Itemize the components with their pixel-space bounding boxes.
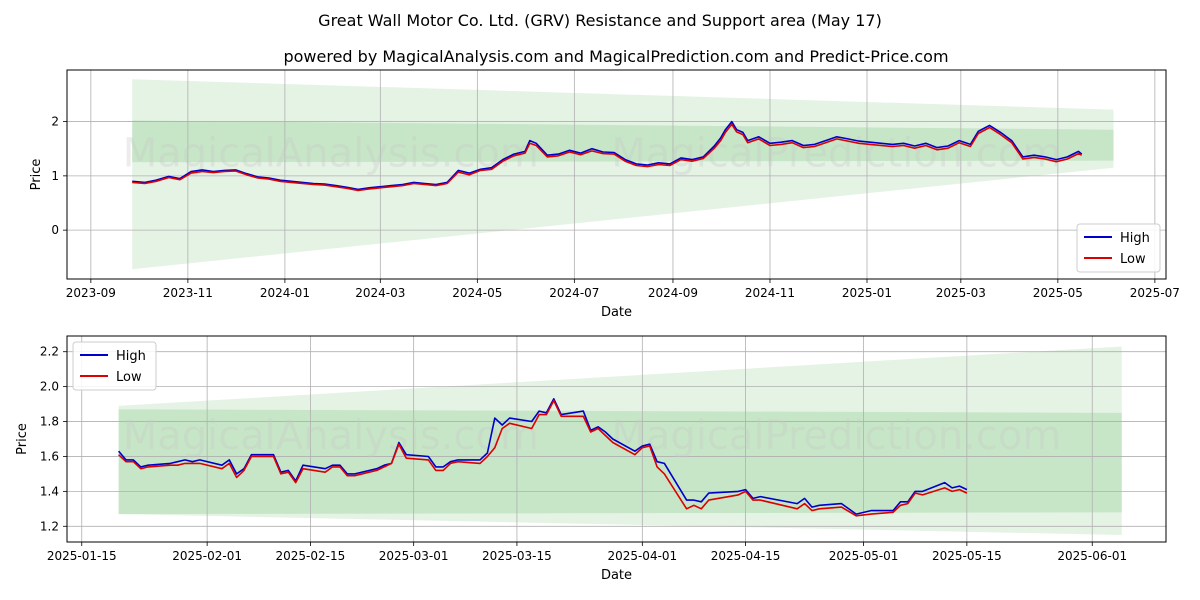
y-tick-label: 1: [51, 169, 59, 183]
x-tick-label: 2025-06-01: [1057, 549, 1127, 563]
y-tick-label: 2: [51, 115, 59, 129]
x-tick-label: 2023-09: [66, 286, 116, 300]
y-tick-label: 0: [51, 223, 59, 237]
y-tick-label: 1.4: [40, 484, 59, 498]
x-tick-label: 2025-01-15: [47, 549, 117, 563]
chart-panel-2: 2025-01-15 2025-02-01 2025-02-15 2025-03-01…: [15, 335, 1167, 583]
y-tick-label: 2.2: [40, 345, 59, 359]
x-tick-label: 2024-09: [648, 286, 698, 300]
series-line-low: [132, 123, 1083, 192]
y-tick-label: 1.8: [40, 415, 59, 429]
x-tick-label: 2025-04-15: [711, 549, 781, 563]
x-tick-label: 2024-11: [745, 286, 795, 300]
chart-panel-1: 2023-09 2023-11 2024-01 2024-03 2024-05 2024-…: [29, 69, 1180, 320]
x-tick-label: 2025-05-01: [829, 549, 899, 563]
x-tick-label: 2025-07: [1130, 286, 1180, 300]
x-tick-label: 2025-05-15: [932, 549, 1002, 563]
y-tick-label: 1.2: [40, 519, 59, 533]
legend-label-high: High: [116, 349, 146, 364]
legend: High Low: [1076, 223, 1161, 273]
legend-label-low: Low: [116, 370, 142, 385]
x-tick-label: 2025-02-15: [276, 549, 346, 563]
band-inner-area: [118, 409, 1122, 515]
series-line-low: [118, 399, 968, 517]
plot-frame: [66, 335, 1167, 543]
band-outer-area: [132, 79, 1114, 270]
y-axis-label: Price: [15, 423, 30, 455]
plot-frame: [66, 69, 1167, 280]
x-tick-label: 2024-01: [260, 286, 310, 300]
x-tick-label: 2025-04-01: [607, 549, 677, 563]
chart-subtitle: powered by MagicalAnalysis.com and Magic…: [283, 47, 948, 66]
x-tick-label: 2024-07: [549, 286, 599, 300]
legend: High Low: [72, 341, 157, 391]
band-inner-area: [132, 120, 1114, 163]
y-tick-label: 2.0: [40, 380, 59, 394]
x-tick-label: 2025-02-01: [172, 549, 242, 563]
x-tick-label: 2025-03: [936, 286, 986, 300]
x-tick-label: 2025-01: [842, 286, 892, 300]
x-tick-label: 2025-03-01: [379, 549, 449, 563]
watermark-text: MagicalPrediction.com: [611, 413, 1061, 459]
x-tick-label: 2025-05: [1033, 286, 1083, 300]
x-axis-label: Date: [601, 305, 632, 320]
x-tick-label: 2025-03-15: [482, 549, 552, 563]
watermark-text: MagicalAnalysis.com: [123, 413, 539, 459]
x-tick-label: 2023-11: [163, 286, 213, 300]
band-outer-area: [118, 346, 1122, 536]
y-axis-label: Price: [29, 159, 44, 191]
chart-title: Great Wall Motor Co. Ltd. (GRV) Resistan…: [318, 11, 882, 30]
x-axis-label: Date: [601, 568, 632, 583]
legend-label-high: High: [1120, 231, 1150, 246]
watermark-text: MagicalPrediction.com: [611, 131, 1061, 177]
x-tick-label: 2024-05: [452, 286, 502, 300]
x-tick-label: 2024-03: [355, 286, 405, 300]
series-line-high: [132, 120, 1083, 191]
y-tick-label: 1.6: [40, 449, 59, 463]
legend-label-low: Low: [1120, 252, 1146, 267]
watermark-text: MagicalAnalysis.com: [123, 131, 539, 177]
